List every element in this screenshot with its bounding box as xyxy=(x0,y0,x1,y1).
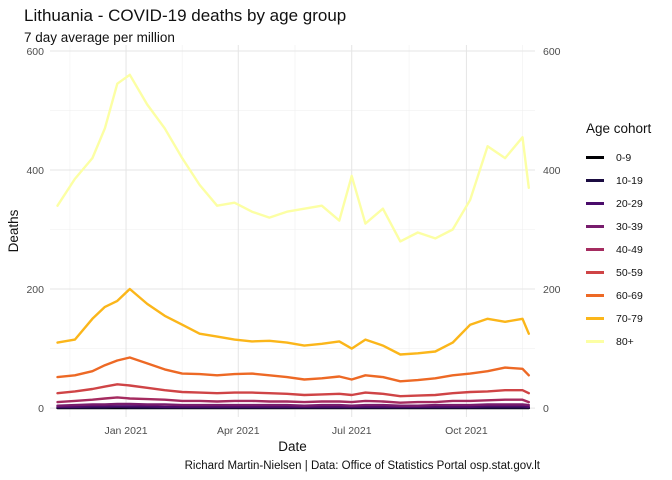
x-tick-label: Oct 2021 xyxy=(445,425,488,437)
legend-label: 30-39 xyxy=(616,220,643,233)
chart-title: Lithuania - COVID-19 deaths by age group xyxy=(24,6,347,25)
series-line-80plus xyxy=(56,73,530,243)
legend-label: 20-29 xyxy=(616,197,643,210)
legend-swatch xyxy=(586,248,604,251)
series-line-60-69 xyxy=(56,356,530,383)
y-tick-label-right: 600 xyxy=(543,46,561,58)
y-tick-label-right: 200 xyxy=(543,284,561,296)
legend-swatch xyxy=(586,294,604,297)
legend-label: 50-59 xyxy=(616,266,643,279)
legend-label: 80+ xyxy=(616,335,634,348)
chart-caption: Richard Martin-Nielsen | Data: Office of… xyxy=(184,460,540,472)
legend-item: 50-59 xyxy=(586,261,651,284)
legend-item: 80+ xyxy=(586,330,651,353)
legend-label: 10-19 xyxy=(616,174,643,187)
y-tick-label-left: 400 xyxy=(26,165,44,177)
legend-item: 0-9 xyxy=(586,146,651,169)
legend-item: 70-79 xyxy=(586,307,651,330)
legend-swatch xyxy=(586,317,604,320)
legend-swatch xyxy=(586,340,604,343)
legend-item: 40-49 xyxy=(586,238,651,261)
series-line-30-39 xyxy=(56,402,530,407)
legend-item: 60-69 xyxy=(586,284,651,307)
y-tick-label-left: 0 xyxy=(38,403,44,415)
legend-item: 30-39 xyxy=(586,215,651,238)
legend-swatch xyxy=(586,225,604,228)
series-line-70-79 xyxy=(56,287,530,356)
legend-swatch xyxy=(586,202,604,205)
x-tick-label: Jul 2021 xyxy=(332,425,372,437)
series-line-50-59 xyxy=(56,383,530,398)
chart-subtitle: 7 day average per million xyxy=(24,30,175,45)
legend-swatch xyxy=(586,179,604,182)
series-line-40-49 xyxy=(56,396,530,404)
y-tick-label-left: 200 xyxy=(26,284,44,296)
y-tick-label-right: 400 xyxy=(543,165,561,177)
legend-swatch xyxy=(586,271,604,274)
legend-label: 40-49 xyxy=(616,243,643,256)
x-tick-label: Jan 2021 xyxy=(104,425,147,437)
y-tick-label-right: 0 xyxy=(543,403,549,415)
legend: Age cohort 0-9 10-19 20-29 30-39 40-49 50-59 6… xyxy=(586,121,651,353)
series-line-20-29 xyxy=(56,405,530,409)
y-tick-label-left: 600 xyxy=(26,46,44,58)
y-axis-title: Deaths xyxy=(6,209,21,252)
x-tick-label: Apr 2021 xyxy=(217,425,260,437)
legend-item: 10-19 xyxy=(586,169,651,192)
legend-label: 60-69 xyxy=(616,289,643,302)
legend-item: 20-29 xyxy=(586,192,651,215)
x-axis-title: Date xyxy=(278,439,307,454)
legend-label: 0-9 xyxy=(616,151,632,164)
legend-label: 70-79 xyxy=(616,312,643,325)
legend-title: Age cohort xyxy=(586,121,652,136)
legend-swatch xyxy=(586,156,604,159)
